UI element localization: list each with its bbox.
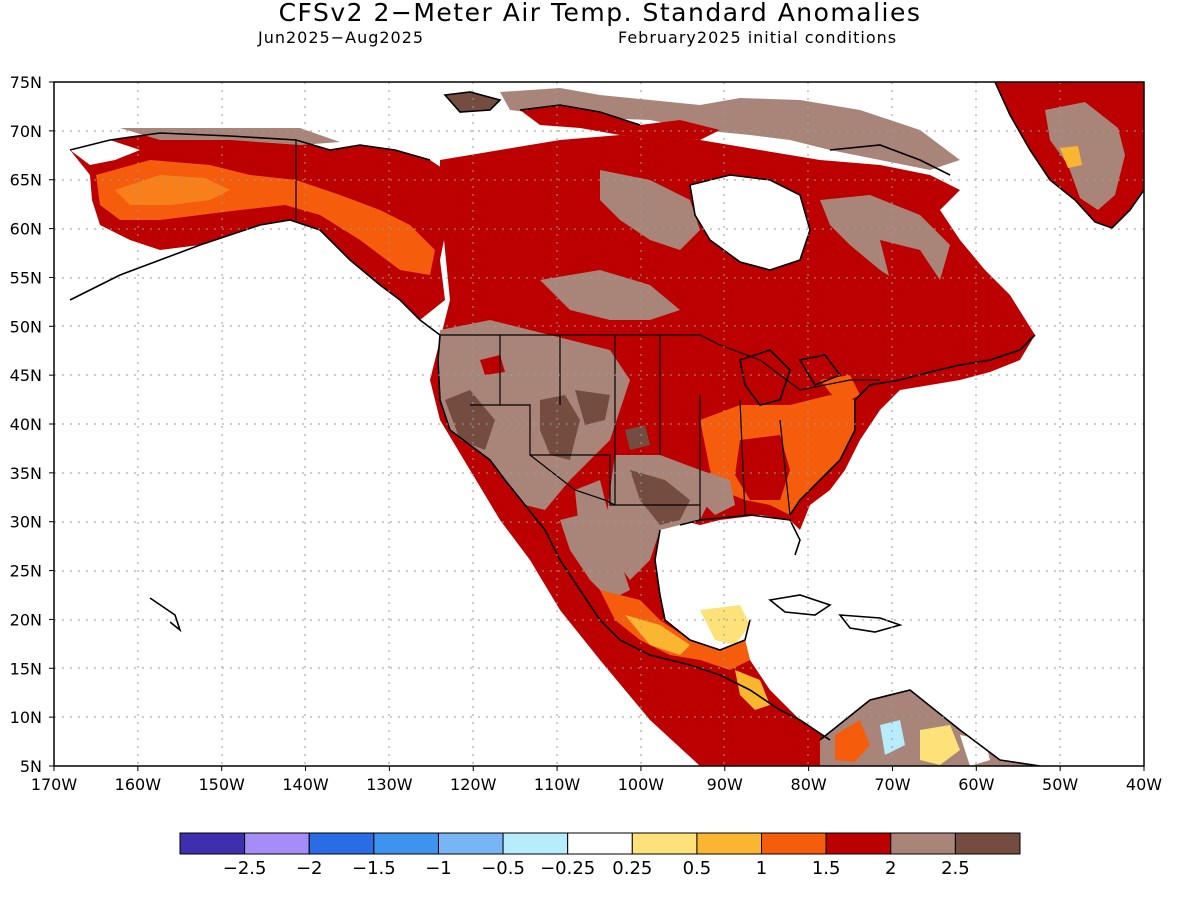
lat-tick-label: 20N (10, 610, 42, 629)
colorbar-swatch (373, 832, 439, 855)
colorbar-swatch (567, 832, 633, 855)
colorbar-label: −2 (296, 858, 323, 879)
colorbar-label: −2.5 (223, 858, 267, 879)
colorbar-swatch (890, 832, 956, 855)
lat-tick-label: 35N (10, 464, 42, 483)
colorbar-label: −1.5 (352, 858, 396, 879)
lon-tick-label: 40W (1126, 775, 1162, 794)
lon-tick-label: 100W (618, 775, 665, 794)
lon-tick-label: 70W (874, 775, 910, 794)
lat-tick-label: 55N (10, 268, 42, 287)
colorbar-label: −1 (425, 858, 452, 879)
lon-tick-label: 130W (366, 775, 413, 794)
colorbar-label: −0.25 (540, 858, 595, 879)
colorbar-label: 0.5 (683, 858, 712, 879)
lat-tick-label: 45N (10, 366, 42, 385)
grid-lines (54, 82, 1144, 766)
lon-tick-label: 80W (791, 775, 827, 794)
map-plot-area (54, 82, 1144, 766)
colorbar-labels: −2.5 −2 −1.5 −1 −0.5 −0.25 0.25 0.5 1 1.5 2 2.5 (223, 858, 970, 879)
longitude-axis: 170W 160W 150W 140W 130W 120W 110W 100W 90W 80W 70… (31, 766, 1162, 794)
lon-tick-label: 60W (958, 775, 994, 794)
colorbar-label: 2 (885, 858, 896, 879)
colorbar-swatch (825, 832, 892, 855)
initial-conditions: February2025 initial conditions (618, 28, 898, 47)
lon-tick-label: 170W (31, 775, 78, 794)
colorbar-swatch (244, 832, 310, 855)
map-title: CFSv2 2−Meter Air Temp. Standard Anomali… (278, 0, 922, 27)
colorbar-label: 1.5 (812, 858, 841, 879)
colorbar (179, 832, 1021, 855)
lon-tick-label: 140W (282, 775, 329, 794)
lat-tick-label: 40N (10, 415, 42, 434)
colorbar-label: −0.5 (481, 858, 525, 879)
lon-tick-label: 120W (450, 775, 497, 794)
lat-tick-label: 60N (10, 220, 42, 239)
political-borders (295, 140, 880, 520)
colorbar-swatch (761, 832, 827, 855)
coastlines (69, 82, 1144, 766)
lat-tick-label: 50N (10, 317, 42, 336)
lat-tick-label: 30N (10, 513, 42, 532)
lon-tick-label: 160W (115, 775, 162, 794)
colorbar-swatch (631, 832, 698, 855)
lat-tick-label: 75N (10, 73, 42, 92)
forecast-period: Jun2025−Aug2025 (258, 28, 425, 47)
colorbar-swatch (437, 832, 504, 855)
colorbar-label: 0.25 (612, 858, 652, 879)
lat-tick-label: 65N (10, 171, 42, 190)
lat-tick-label: 10N (10, 708, 42, 727)
lon-tick-label: 150W (199, 775, 246, 794)
latitude-axis: 75N 70N 65N 60N 55N 50N 45N 40N 35N 30N 25N 20N 15N 1… (10, 73, 54, 776)
lon-tick-label: 90W (707, 775, 743, 794)
lat-tick-label: 25N (10, 562, 42, 581)
colorbar-label: 2.5 (941, 858, 970, 879)
colorbar-swatch (954, 832, 1021, 855)
lon-tick-label: 110W (534, 775, 581, 794)
lat-tick-label: 15N (10, 659, 42, 678)
hudson-bay (690, 175, 810, 270)
lon-tick-label: 50W (1042, 775, 1078, 794)
colorbar-swatch (502, 832, 569, 855)
lat-tick-label: 5N (20, 757, 42, 776)
colorbar-swatch (179, 832, 246, 855)
region-greenland-brown (1045, 102, 1125, 210)
lat-tick-label: 70N (10, 122, 42, 141)
colorbar-swatch (696, 832, 763, 855)
colorbar-label: 1 (756, 858, 767, 879)
colorbar-swatch (308, 832, 375, 855)
